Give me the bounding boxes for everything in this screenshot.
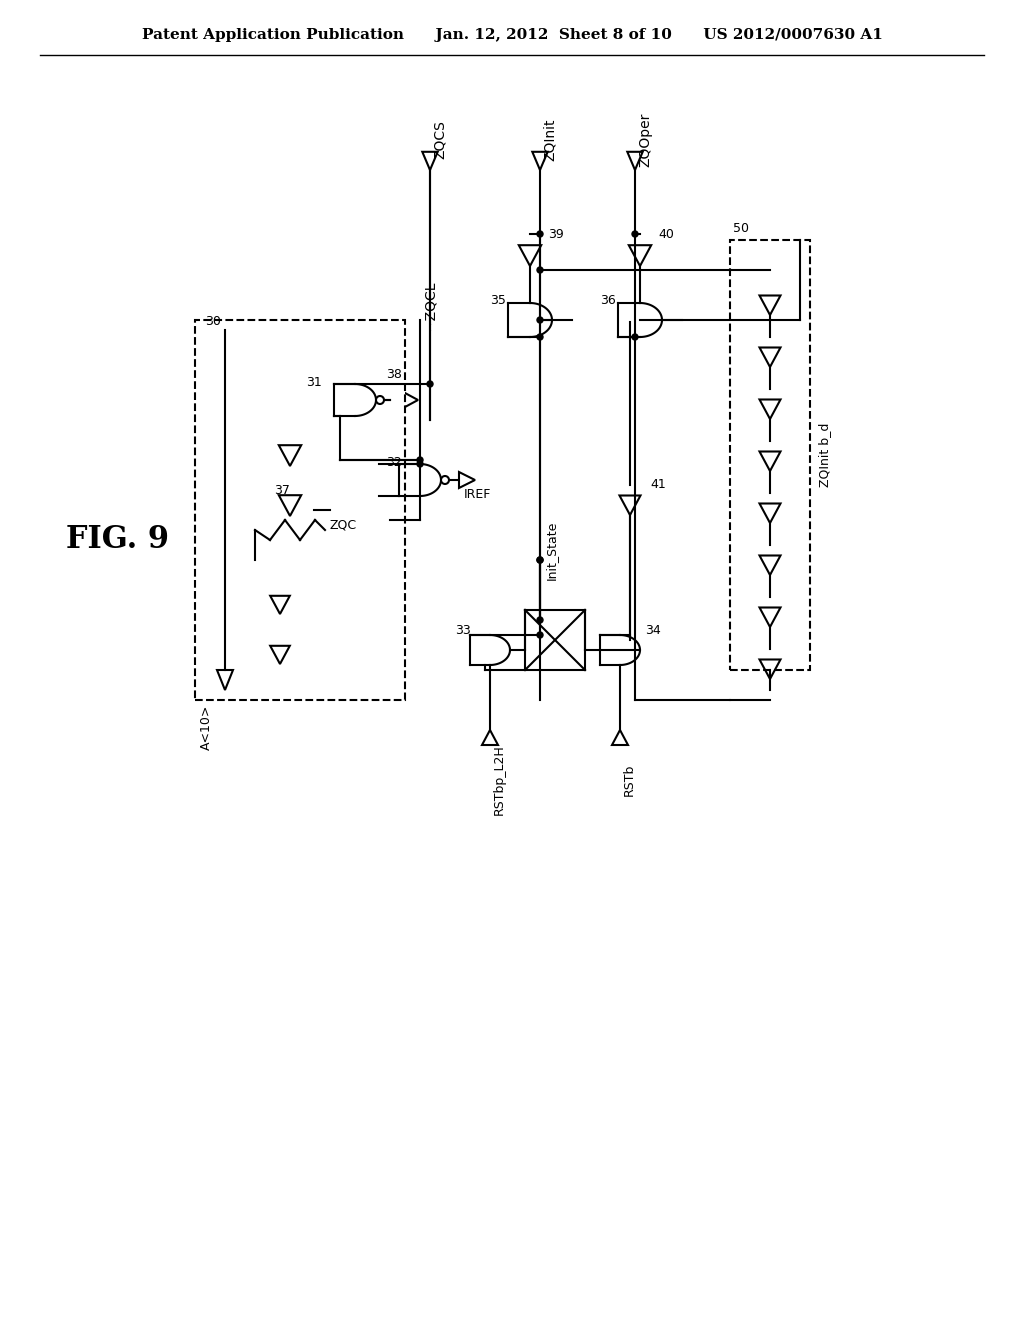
Text: IREF: IREF	[464, 488, 492, 502]
Circle shape	[537, 632, 543, 638]
Text: 30: 30	[205, 315, 221, 327]
Text: A<10>: A<10>	[200, 705, 213, 750]
Circle shape	[537, 557, 543, 564]
Circle shape	[537, 267, 543, 273]
Circle shape	[537, 334, 543, 341]
Text: 50: 50	[733, 222, 749, 235]
Text: ZQInit b_d: ZQInit b_d	[818, 422, 831, 487]
Text: ~ZQCL: ~ZQCL	[423, 280, 437, 330]
Text: FIG. 9: FIG. 9	[67, 524, 170, 556]
Text: Init_State: Init_State	[545, 520, 558, 579]
Circle shape	[417, 461, 423, 467]
FancyBboxPatch shape	[195, 319, 406, 700]
Circle shape	[427, 381, 433, 387]
Circle shape	[537, 616, 543, 623]
Circle shape	[632, 231, 638, 238]
Circle shape	[537, 557, 543, 564]
Circle shape	[417, 457, 423, 463]
Circle shape	[537, 317, 543, 323]
Text: RSTb: RSTb	[623, 764, 636, 796]
Text: 34: 34	[645, 623, 660, 636]
Text: 41: 41	[650, 479, 666, 491]
Text: Patent Application Publication      Jan. 12, 2012  Sheet 8 of 10      US 2012/00: Patent Application Publication Jan. 12, …	[141, 28, 883, 42]
Text: 31: 31	[306, 375, 322, 388]
Text: ZQInit: ZQInit	[543, 119, 557, 161]
Circle shape	[376, 396, 384, 404]
Circle shape	[441, 477, 449, 484]
Text: RSTbp_L2H: RSTbp_L2H	[493, 744, 506, 816]
Text: 35: 35	[490, 293, 506, 306]
Text: 39: 39	[548, 228, 564, 242]
Text: 40: 40	[658, 228, 674, 242]
Circle shape	[537, 231, 543, 238]
FancyBboxPatch shape	[730, 240, 810, 671]
Text: ZQOper: ZQOper	[638, 112, 652, 168]
Text: 36: 36	[600, 293, 615, 306]
Circle shape	[632, 334, 638, 341]
Text: 37: 37	[274, 483, 290, 496]
Text: 38: 38	[386, 368, 402, 381]
Text: ZQC: ZQC	[330, 519, 357, 532]
Text: ZQCS: ZQCS	[433, 120, 447, 160]
Text: 33: 33	[455, 623, 471, 636]
Text: 32: 32	[386, 455, 401, 469]
